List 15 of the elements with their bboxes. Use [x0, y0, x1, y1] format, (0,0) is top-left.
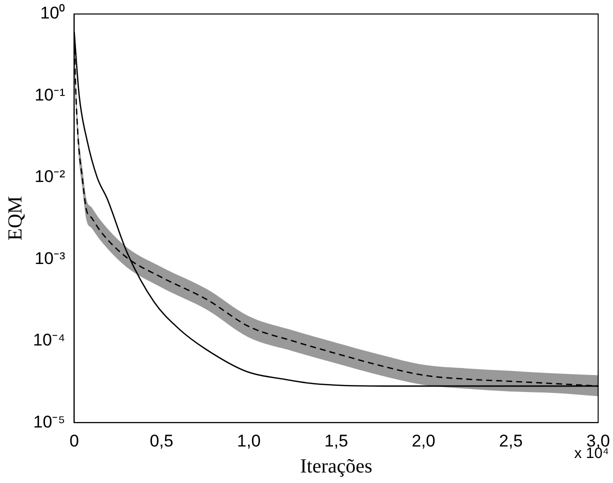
- y-tick-label: 10⁻⁵: [33, 412, 66, 432]
- x-tick-label: 3,0: [586, 431, 610, 450]
- x-tick-label: 1,5: [324, 431, 348, 450]
- y-tick-label: 10⁻³: [34, 248, 66, 268]
- x-tick-label: 0: [69, 431, 79, 450]
- y-tick-label: 10⁻²: [34, 167, 66, 186]
- x-tick-label: 0,5: [150, 431, 174, 450]
- y-tick-label: 10⁻¹: [34, 85, 66, 104]
- x-tick-label: 2,0: [412, 431, 436, 450]
- x-tick-label: 2,5: [499, 431, 523, 450]
- x-axis-title: Iterações: [300, 455, 372, 478]
- y-axis-title: EQM: [4, 196, 26, 241]
- y-tick-label: 10⁰: [40, 4, 66, 23]
- x-tick-label: 1,0: [237, 431, 261, 450]
- y-tick-label: 10⁻⁴: [32, 330, 66, 350]
